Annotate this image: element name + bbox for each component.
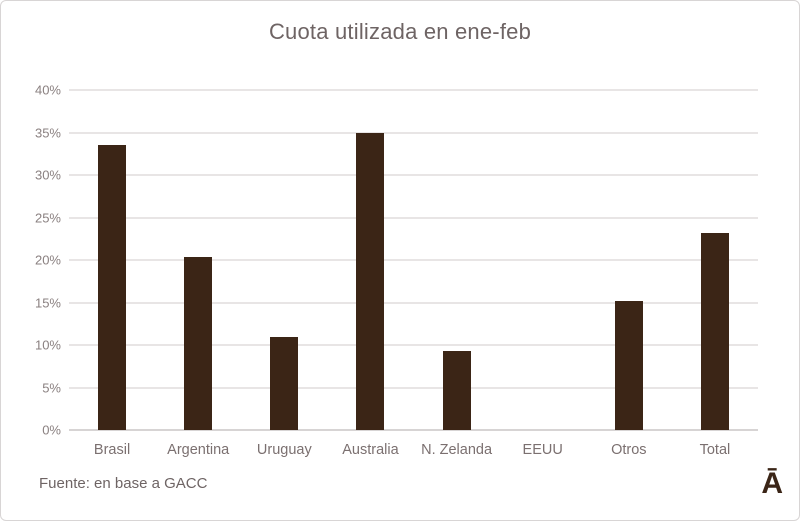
bar-argentina	[184, 257, 213, 430]
gridline-5	[69, 386, 758, 389]
y-axis-tick-label: 30%	[34, 167, 61, 183]
y-axis-tick-label: 0%	[42, 422, 61, 438]
gridline-15	[69, 301, 758, 304]
gridline-10	[69, 344, 758, 346]
gridline-40	[69, 89, 758, 91]
y-axis-tick-label: 20%	[34, 252, 61, 268]
y-axis-tick-label: 35%	[34, 125, 61, 140]
gridline-25	[69, 216, 758, 219]
x-axis-tick-label: Total	[699, 442, 731, 458]
brand-logo: Ā	[761, 467, 783, 500]
y-axis-tick-label: 40%	[34, 82, 61, 98]
x-axis-tick-label: Argentina	[167, 442, 230, 458]
y-axis-tick-label: 10%	[34, 337, 61, 353]
y-axis-tick-label: 5%	[42, 380, 61, 395]
y-axis-tick-label: 15%	[34, 295, 61, 310]
bar-otros	[614, 300, 643, 430]
bar-total	[700, 232, 729, 430]
x-axis-tick-label: Brasil	[93, 442, 131, 458]
gridline-30	[69, 174, 758, 176]
chart-title: Cuota utilizada en ene-feb	[268, 19, 532, 44]
x-axis-tick-label: N. Zelanda	[421, 442, 493, 458]
plot-area: 40% 35% 30% 25% 20% 15% 10% 5% 0% Brasil Argentina…	[35, 83, 758, 458]
x-axis-tick-label: Australia	[342, 442, 399, 458]
y-axis-tick-label: 25%	[34, 210, 61, 225]
source-note: Fuente: en base a GACC	[39, 475, 208, 492]
bar-uruguay	[270, 337, 299, 430]
x-axis-tick-label: Uruguay	[256, 442, 312, 458]
bar-n-zelanda	[442, 350, 471, 430]
gridline-0	[69, 429, 758, 431]
gridline-20	[69, 259, 758, 261]
bar-australia	[356, 132, 385, 430]
x-axis-tick-label: Otros	[611, 442, 647, 458]
gridline-35	[69, 131, 758, 134]
bar-brasil	[98, 145, 127, 430]
x-axis-tick-label: EEUU	[522, 442, 563, 458]
